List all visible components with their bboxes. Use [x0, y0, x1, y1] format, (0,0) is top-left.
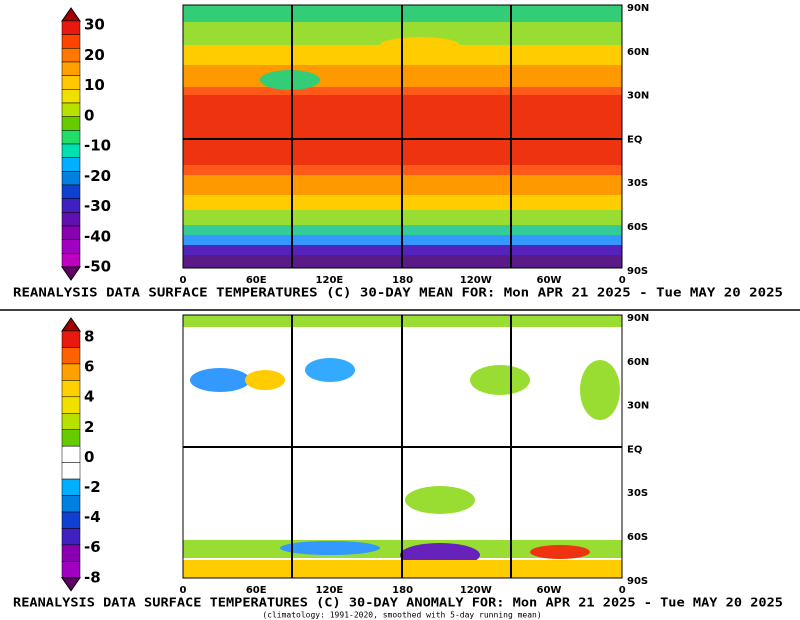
colorbar-label: 6: [84, 358, 94, 376]
colorbar-swatch: [61, 171, 81, 186]
lat-label: 30S: [627, 488, 648, 499]
colorbar-label: -10: [84, 137, 111, 155]
colorbar-swatch: [61, 544, 81, 562]
lat-label: 90N: [627, 313, 649, 324]
colorbar-swatch: [61, 511, 81, 529]
colorbar-label: -8: [84, 568, 101, 586]
colorbar-swatch: [61, 61, 81, 76]
lon-label: 180: [392, 585, 413, 596]
colorbar-swatch: [61, 212, 81, 227]
colorbar-swatch: [61, 184, 81, 199]
lat-label: 30N: [627, 401, 649, 412]
map-frame: [182, 4, 623, 269]
colorbar-label: 8: [84, 328, 94, 346]
colorbar-swatch: [61, 130, 81, 145]
colorbar-swatch: [61, 561, 81, 579]
panel-title: REANALYSIS DATA SURFACE TEMPERATURES (C)…: [13, 285, 783, 300]
map-frame: [182, 314, 623, 579]
lat-label: 30S: [627, 178, 648, 189]
lat-label: 90S: [627, 266, 648, 277]
lon-label: 120W: [460, 275, 492, 286]
colorbar-swatch: [61, 429, 81, 447]
colorbar-swatch: [61, 330, 81, 348]
lat-label: EQ: [627, 444, 642, 455]
lon-label: 120W: [460, 585, 492, 596]
lon-label: 180: [392, 275, 413, 286]
colorbar-swatch: [61, 48, 81, 63]
colorbar-swatch: [61, 462, 81, 480]
colorbar-swatch: [61, 396, 81, 414]
colorbar-label: -20: [84, 167, 111, 185]
lon-label: 0: [619, 275, 626, 286]
colorbar-swatch: [61, 445, 81, 463]
lat-label: 60S: [627, 222, 648, 233]
colorbar-label: -30: [84, 197, 111, 215]
colorbar-swatch: [61, 102, 81, 117]
lat-label: 60N: [627, 357, 649, 368]
lon-label: 60E: [246, 275, 267, 286]
colorbar-swatch: [61, 34, 81, 49]
map-grid: [183, 5, 622, 578]
colorbar-swatch: [61, 239, 81, 254]
lat-label: 60N: [627, 47, 649, 58]
colorbar-arrow: [61, 577, 81, 592]
colorbar-label: -4: [84, 508, 101, 526]
colorbar-label: 2: [84, 418, 94, 436]
lon-label: 60E: [246, 585, 267, 596]
lat-label: 30N: [627, 91, 649, 102]
lon-label: 0: [180, 585, 187, 596]
colorbar-label: 10: [84, 76, 105, 94]
lat-label: 90S: [627, 576, 648, 587]
colorbar-arrow: [61, 266, 81, 281]
colorbar-label: 4: [84, 388, 94, 406]
colorbar-label: -50: [84, 258, 111, 276]
colorbar-swatch: [61, 157, 81, 172]
colorbar-arrow: [61, 317, 81, 332]
colorbar-swatch: [61, 253, 81, 268]
colorbar-swatch: [61, 20, 81, 35]
lon-label: 0: [180, 275, 187, 286]
lat-label: EQ: [627, 134, 642, 145]
colorbar-label: -2: [84, 478, 101, 496]
lon-label: 120E: [316, 275, 344, 286]
lat-label: 90N: [627, 3, 649, 14]
colorbar-swatch: [61, 347, 81, 365]
colorbar-label: -40: [84, 227, 111, 245]
colorbar-swatch: [61, 89, 81, 104]
colorbar-swatch: [61, 413, 81, 430]
lat-label: 60S: [627, 532, 648, 543]
lon-label: 60W: [537, 275, 562, 286]
colorbar-swatch: [61, 528, 81, 546]
colorbar-label: -6: [84, 538, 101, 556]
colorbar-swatch: [61, 116, 81, 131]
colorbar-swatch: [61, 198, 81, 213]
panel-title: REANALYSIS DATA SURFACE TEMPERATURES (C)…: [13, 595, 783, 610]
colorbar-swatch: [61, 380, 81, 398]
colorbar-swatch: [61, 495, 81, 513]
colorbar-label: 30: [84, 16, 105, 34]
colorbar-swatch: [61, 478, 81, 496]
colorbar-label: 20: [84, 46, 105, 64]
colorbar-swatch: [61, 75, 81, 90]
lon-label: 120E: [316, 585, 344, 596]
colorbar-arrow: [61, 7, 81, 22]
colorbar-label: 0: [84, 106, 94, 124]
lon-label: 60W: [537, 585, 562, 596]
colorbar-swatch: [61, 225, 81, 240]
footnote: (climatology: 1991-2020, smoothed with 5…: [262, 611, 541, 620]
lon-label: 0: [619, 585, 626, 596]
colorbar-swatch: [61, 143, 81, 158]
colorbar-label: 0: [84, 448, 94, 466]
colorbar-swatch: [61, 363, 81, 381]
